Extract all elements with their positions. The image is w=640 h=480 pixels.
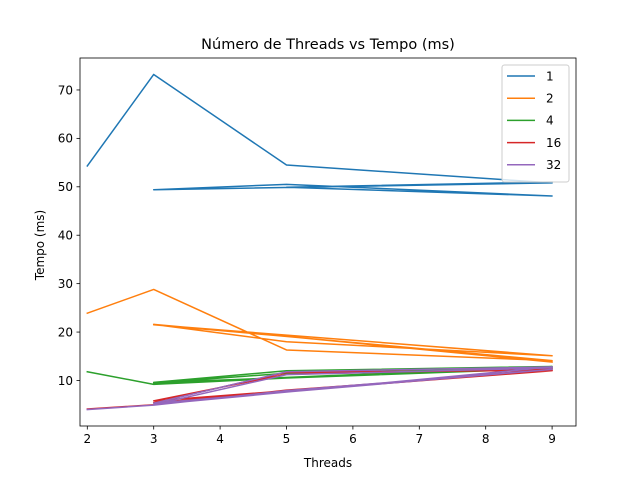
y-tick-label: 60 (58, 132, 73, 146)
x-tick-label: 9 (548, 432, 556, 446)
y-tick-label: 10 (58, 374, 73, 388)
series-line-2 (86, 288, 553, 363)
y-axis-title: Tempo (ms) (33, 210, 47, 281)
y-tick-label: 40 (58, 229, 73, 243)
x-axis-title: Threads (303, 456, 352, 470)
y-tick-label: 70 (58, 83, 73, 97)
y-tick-label: 20 (58, 325, 73, 339)
legend-label-2: 2 (546, 92, 554, 106)
x-tick-label: 5 (283, 432, 291, 446)
y-tick-label: 50 (58, 180, 73, 194)
plot-area: 2 3 4 5 6 7 8 9 10 20 30 40 50 60 70 (58, 57, 577, 446)
legend-label-16: 16 (546, 136, 561, 150)
legend-label-32: 32 (546, 158, 561, 172)
plot-frame (79, 57, 577, 427)
x-tick-label: 4 (216, 432, 224, 446)
series-line-4 (86, 365, 553, 386)
series-line-32 (86, 366, 553, 411)
x-tick-label: 6 (349, 432, 357, 446)
series-line-1 (86, 73, 553, 197)
legend-box (501, 64, 570, 183)
legend-label-1: 1 (546, 69, 554, 83)
x-tick-label: 2 (83, 432, 91, 446)
x-tick-label: 7 (415, 432, 423, 446)
y-tick-label: 30 (58, 277, 73, 291)
x-tick-label: 8 (482, 432, 490, 446)
legend: 1 2 4 16 32 (501, 64, 570, 183)
legend-label-4: 4 (546, 114, 554, 128)
chart-title: Número de Threads vs Tempo (ms) (201, 37, 455, 53)
x-tick-label: 3 (150, 432, 158, 446)
